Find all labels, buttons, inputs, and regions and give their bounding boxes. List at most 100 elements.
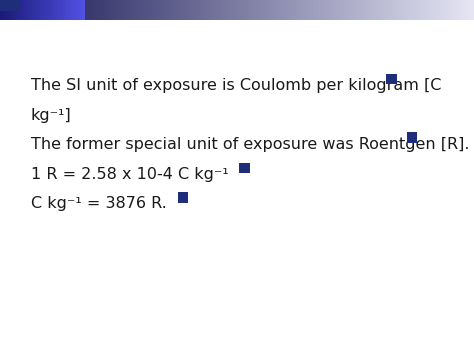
Bar (70, 0, 72, 20)
Bar (191, 0, 194, 20)
Bar (469, 0, 472, 20)
Bar (33, 0, 36, 20)
Bar (224, 0, 227, 20)
Bar (400, 0, 402, 20)
Bar (150, 0, 153, 20)
Bar (471, 0, 474, 20)
Bar (352, 0, 355, 20)
Bar (123, 0, 126, 20)
Bar (164, 0, 167, 20)
Bar (180, 0, 182, 20)
Bar (428, 0, 431, 20)
Bar (284, 0, 287, 20)
Bar (122, 0, 124, 20)
Bar (430, 0, 432, 20)
Bar (236, 0, 238, 20)
Bar (193, 0, 195, 20)
Bar (109, 0, 111, 20)
Bar (100, 0, 102, 20)
Bar (407, 132, 417, 143)
Bar (136, 0, 138, 20)
Bar (436, 0, 438, 20)
Bar (188, 0, 191, 20)
Text: 1 R = 2.58 x 10-4 C kg⁻¹: 1 R = 2.58 x 10-4 C kg⁻¹ (31, 167, 228, 182)
Bar (218, 0, 220, 20)
Bar (32, 0, 34, 20)
Bar (204, 0, 206, 20)
Bar (341, 0, 344, 20)
Bar (95, 0, 97, 20)
Bar (441, 0, 443, 20)
Bar (356, 0, 358, 20)
Bar (14, 0, 17, 20)
Bar (25, 0, 28, 20)
Bar (439, 0, 442, 20)
Bar (404, 0, 407, 20)
Bar (373, 0, 375, 20)
Bar (63, 0, 66, 20)
Bar (179, 0, 181, 20)
Bar (215, 0, 218, 20)
Bar (262, 0, 265, 20)
Bar (18, 0, 20, 20)
Bar (79, 0, 82, 20)
Bar (381, 0, 383, 20)
Bar (433, 0, 436, 20)
Bar (360, 0, 363, 20)
Bar (205, 0, 208, 20)
Bar (376, 0, 379, 20)
Bar (321, 0, 323, 20)
Bar (129, 0, 132, 20)
Bar (338, 0, 341, 20)
Bar (74, 0, 77, 20)
Bar (112, 0, 115, 20)
Bar (0, 0, 19, 11)
Bar (174, 0, 176, 20)
Bar (209, 0, 211, 20)
Bar (161, 0, 164, 20)
Bar (96, 0, 99, 20)
Bar (278, 0, 281, 20)
Bar (77, 0, 80, 20)
Bar (41, 0, 44, 20)
Bar (223, 0, 225, 20)
Bar (82, 0, 85, 20)
Bar (345, 0, 347, 20)
Bar (427, 0, 429, 20)
Bar (93, 0, 96, 20)
Bar (6, 0, 9, 20)
Text: The former special unit of exposure was Roentgen [R].: The former special unit of exposure was … (31, 137, 469, 152)
Text: C kg⁻¹ = 3876 R.: C kg⁻¹ = 3876 R. (31, 196, 166, 211)
Bar (324, 0, 327, 20)
Bar (65, 0, 67, 20)
Bar (89, 0, 91, 20)
Bar (359, 0, 361, 20)
Bar (152, 0, 154, 20)
Bar (66, 0, 69, 20)
Bar (452, 0, 455, 20)
Bar (98, 0, 100, 20)
Bar (8, 0, 10, 20)
Bar (253, 0, 255, 20)
Bar (11, 0, 14, 20)
Bar (27, 0, 29, 20)
Bar (417, 0, 419, 20)
Bar (239, 163, 250, 173)
Bar (406, 0, 409, 20)
Bar (194, 0, 197, 20)
Bar (420, 0, 423, 20)
Bar (76, 0, 78, 20)
Bar (412, 0, 415, 20)
Bar (60, 0, 63, 20)
Text: The SI unit of exposure is Coulomb per kilogram [C: The SI unit of exposure is Coulomb per k… (31, 78, 441, 93)
Bar (146, 0, 148, 20)
Bar (365, 0, 367, 20)
Bar (364, 0, 366, 20)
Bar (19, 0, 21, 20)
Bar (385, 0, 388, 20)
Bar (226, 0, 228, 20)
Bar (120, 0, 123, 20)
Bar (137, 0, 140, 20)
Bar (302, 0, 304, 20)
Bar (1, 0, 4, 20)
